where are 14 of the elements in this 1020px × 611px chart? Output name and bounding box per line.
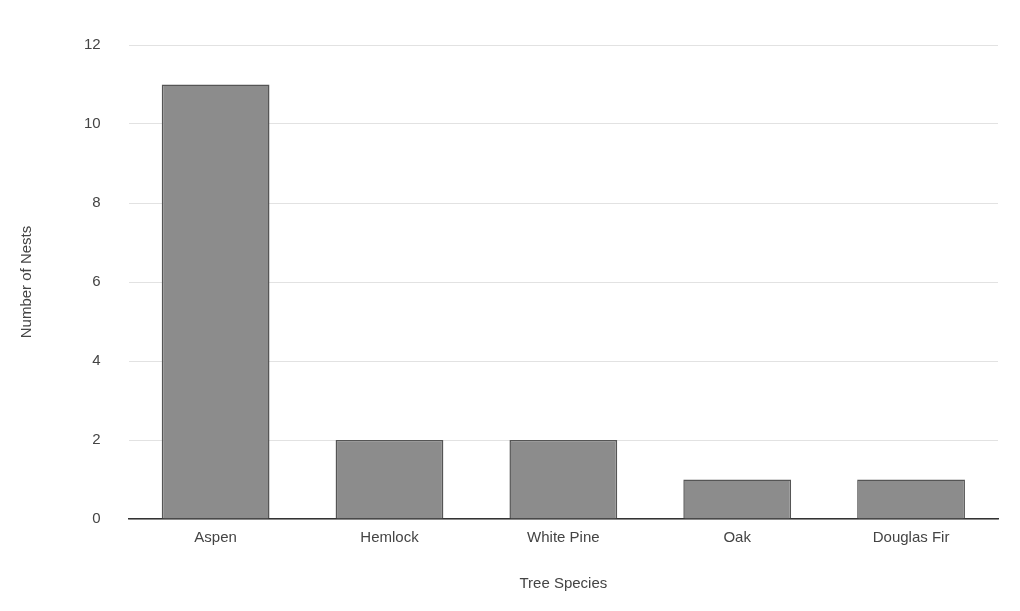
y-tick-label: 12 — [84, 35, 101, 53]
x-tick-label: Oak — [723, 528, 752, 546]
y-tick-label: 4 — [92, 351, 101, 369]
x-tick-label: Aspen — [194, 528, 237, 546]
x-tick-label: Hemlock — [360, 528, 420, 546]
y-tick-label: 10 — [84, 114, 101, 132]
y-tick-label: 6 — [92, 272, 101, 290]
x-tick-label: Douglas Fir — [872, 528, 950, 546]
x-tick-label: White Pine — [527, 528, 600, 546]
y-tick-label: 0 — [92, 509, 101, 527]
x-axis-title: Tree Species — [519, 574, 608, 592]
y-tick-label: 2 — [92, 430, 101, 448]
y-tick-label: 8 — [92, 193, 101, 211]
y-axis-title: Number of Nests — [17, 225, 35, 339]
